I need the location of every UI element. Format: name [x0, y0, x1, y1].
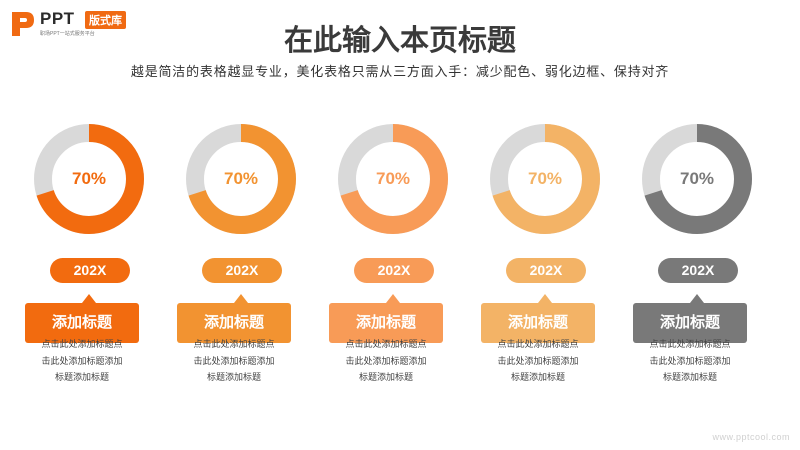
callout-arrow [82, 294, 96, 303]
description-line: 点击此处添加标题点 [649, 339, 731, 349]
heading-box: 添加标题 [329, 303, 443, 343]
brand-logo: PPT 版式库 职场PPT一站式服务平台 [8, 6, 168, 40]
heading-box: 添加标题 [481, 303, 595, 343]
description-line: 点击此处添加标题点 [193, 339, 275, 349]
description-line: 标题添加标题 [510, 372, 565, 382]
percent-label: 70% [375, 169, 411, 188]
logo-tagline: 职场PPT一站式服务平台 [40, 31, 95, 37]
description-line: 标题添加标题 [358, 372, 413, 382]
donut-chart [334, 120, 452, 238]
callout-arrow [386, 294, 400, 303]
item-column: 70% 202X 添加标题 点击此处添加标题点 击此处添加标题添加 标题添加标题 [476, 118, 616, 418]
callout-arrow [538, 294, 552, 303]
description-text: 点击此处添加标题点 击此处添加标题添加 标题添加标题 [638, 336, 742, 386]
item-column: 70% 202X 添加标题 点击此处添加标题点 击此处添加标题添加 标题添加标题 [20, 118, 160, 418]
donut-chart [182, 120, 300, 238]
description-line: 点击此处添加标题点 [345, 339, 427, 349]
year-pill: 202X [50, 258, 130, 283]
heading-box: 添加标题 [25, 303, 139, 343]
logo-badge: 版式库 [85, 11, 126, 29]
percent-label: 70% [527, 169, 563, 188]
donut-value-arc [186, 124, 296, 234]
callout-arrow [690, 294, 704, 303]
page-title: 在此输入本页标题 [283, 25, 516, 57]
donut-chart [30, 120, 148, 238]
description-line: 击此处添加标题添加 [41, 355, 123, 366]
heading-box: 添加标题 [177, 303, 291, 343]
donut-value-arc [34, 124, 144, 234]
heading-box: 添加标题 [633, 303, 747, 343]
description-line: 点击此处添加标题点 [497, 339, 579, 349]
item-column: 70% 202X 添加标题 点击此处添加标题点 击此处添加标题添加 标题添加标题 [628, 118, 768, 418]
donut-chart [638, 120, 756, 238]
description-line: 击此处添加标题添加 [497, 355, 579, 366]
description-line: 击此处添加标题添加 [649, 355, 731, 366]
percent-label: 70% [679, 169, 715, 188]
donut-value-arc [490, 124, 600, 234]
donut-value-arc [338, 124, 448, 234]
donut-value-arc [642, 124, 752, 234]
page-subtitle: 越是简洁的表格越显专业，美化表格只需从三方面入手：减少配色、弱化边框、保持对齐 [130, 64, 670, 79]
donut-chart [486, 120, 604, 238]
callout-arrow [234, 294, 248, 303]
description-text: 点击此处添加标题点 击此处添加标题添加 标题添加标题 [486, 336, 590, 386]
percent-label: 70% [71, 169, 107, 188]
logo-text: PPT [40, 9, 75, 28]
percent-label: 70% [223, 169, 259, 188]
description-line: 标题添加标题 [662, 372, 717, 382]
description-line: 击此处添加标题添加 [345, 355, 427, 366]
year-pill: 202X [658, 258, 738, 283]
year-pill: 202X [202, 258, 282, 283]
description-text: 点击此处添加标题点 击此处添加标题添加 标题添加标题 [334, 336, 438, 386]
description-line: 标题添加标题 [206, 372, 261, 382]
watermark: www.pptcool.com [712, 432, 790, 442]
description-line: 击此处添加标题添加 [193, 355, 275, 366]
description-line: 标题添加标题 [54, 372, 109, 382]
item-column: 70% 202X 添加标题 点击此处添加标题点 击此处添加标题添加 标题添加标题 [324, 118, 464, 418]
description-text: 点击此处添加标题点 击此处添加标题添加 标题添加标题 [182, 336, 286, 386]
year-pill: 202X [354, 258, 434, 283]
item-column: 70% 202X 添加标题 点击此处添加标题点 击此处添加标题添加 标题添加标题 [172, 118, 312, 418]
logo-p-icon [12, 12, 34, 36]
description-text: 点击此处添加标题点 击此处添加标题添加 标题添加标题 [30, 336, 134, 386]
year-pill: 202X [506, 258, 586, 283]
description-line: 点击此处添加标题点 [41, 339, 123, 349]
